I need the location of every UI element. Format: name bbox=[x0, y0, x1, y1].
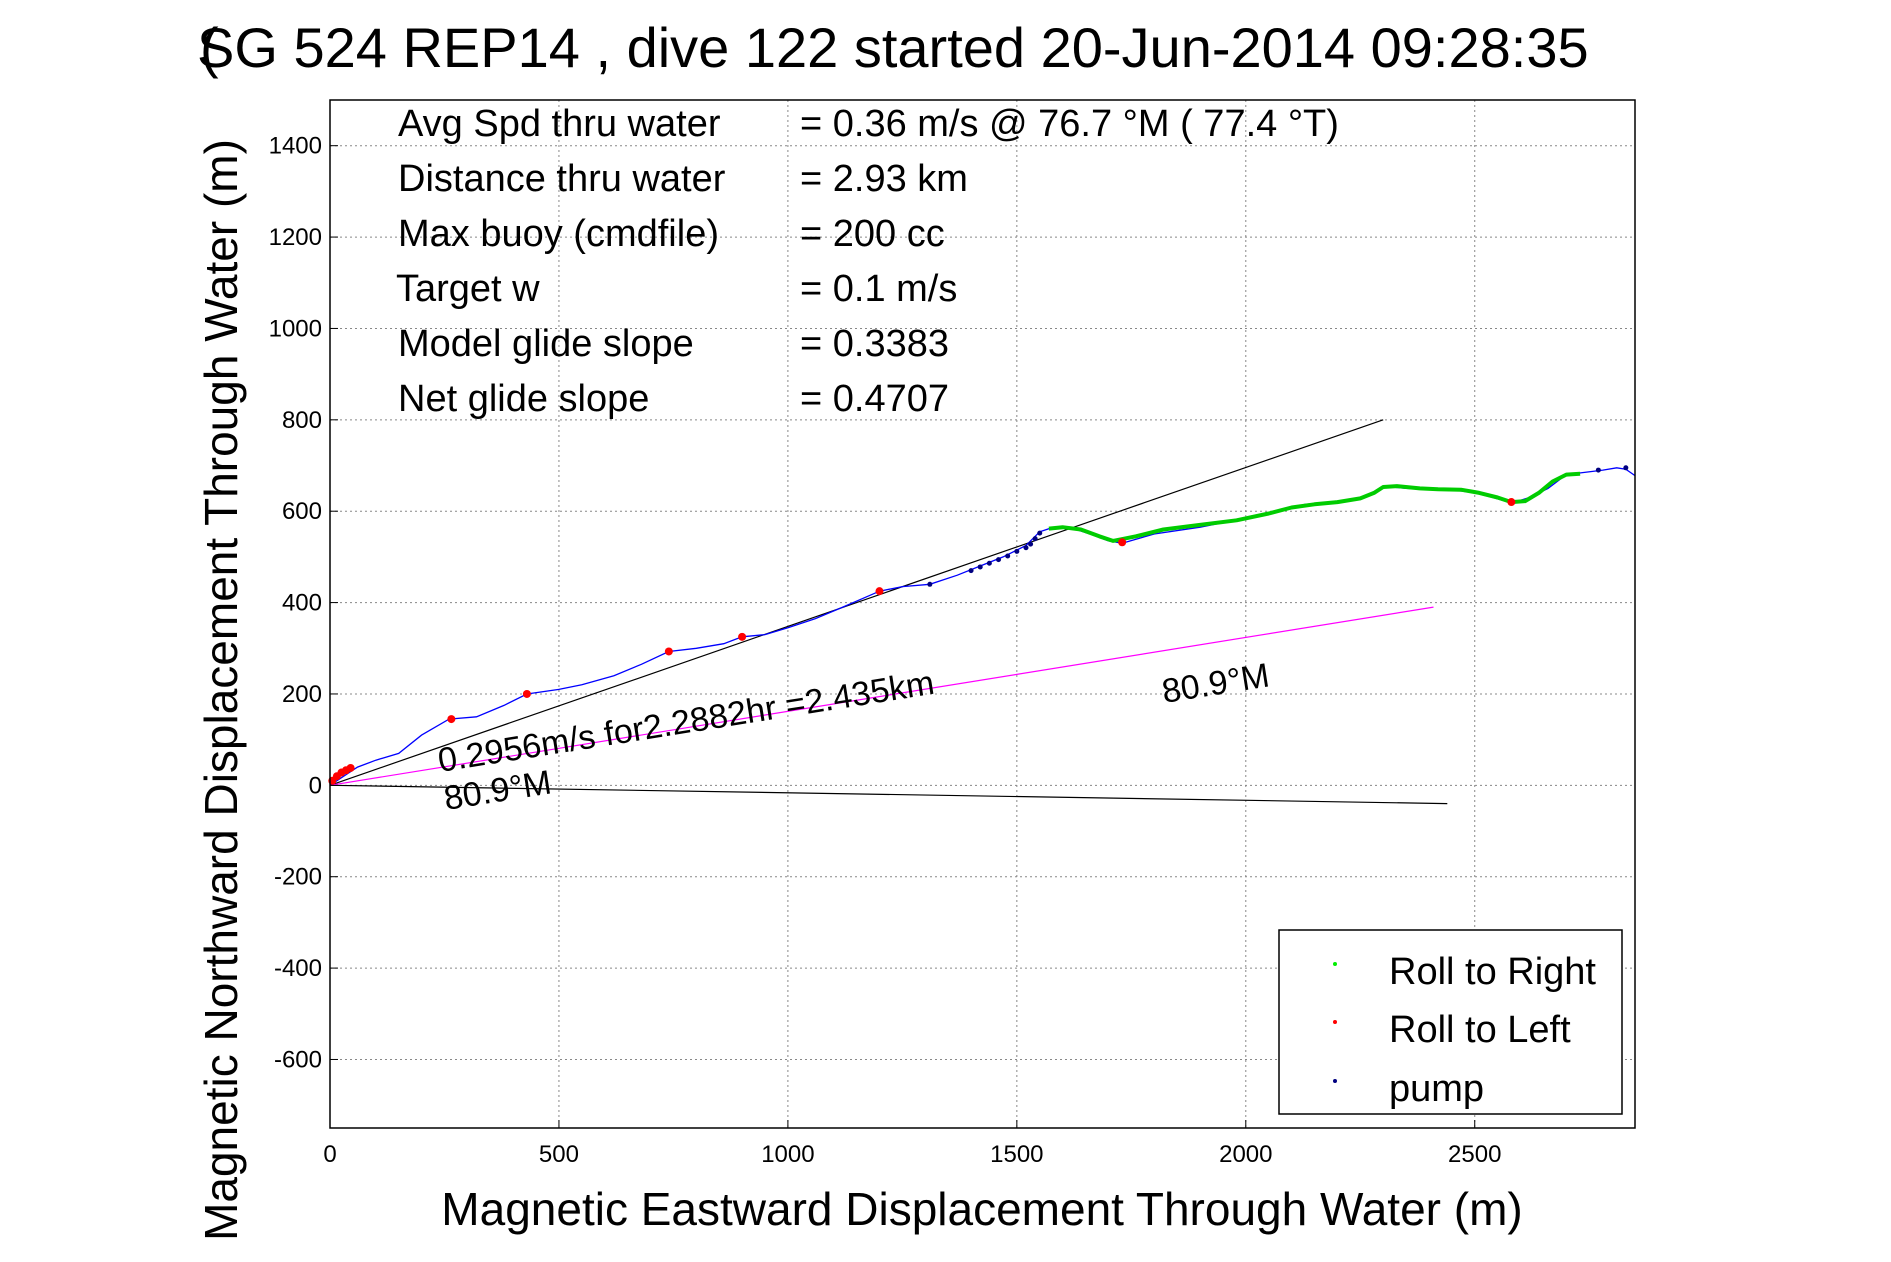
y-tick-label: -400 bbox=[274, 955, 322, 982]
pump-point bbox=[1595, 467, 1601, 473]
stat-value-3: = 0.1 m/s bbox=[800, 268, 957, 310]
legend-label-pump: pump bbox=[1389, 1068, 1484, 1110]
y-tick-label: 1200 bbox=[269, 224, 322, 251]
stat-value-0: = 0.36 m/s @ 76.7 °M ( 77.4 °T) bbox=[800, 103, 1339, 145]
y-tick-label: 800 bbox=[282, 407, 322, 434]
pump-point bbox=[977, 564, 983, 570]
pump-point bbox=[1028, 541, 1034, 547]
y-axis-label: Magnetic Northward Displacement Through … bbox=[195, 139, 247, 1241]
legend-marker-roll-right bbox=[1333, 962, 1337, 966]
axis-ticks: 0 500 1000 1500 2000 2500 -600 -400 -200 0 200 400 6… bbox=[269, 133, 1502, 1168]
y-tick-label: 1400 bbox=[269, 133, 322, 160]
roll-left-point bbox=[1507, 498, 1516, 507]
stat-label-1: Distance thru water bbox=[398, 158, 726, 200]
stat-value-2: = 200 cc bbox=[800, 213, 945, 255]
x-tick-label: 1500 bbox=[990, 1141, 1043, 1168]
current-speed-annotation: 0.2956m/s for2.2882hr =2.435km bbox=[435, 664, 937, 780]
pump-point bbox=[1623, 465, 1629, 471]
y-tick-label: -600 bbox=[274, 1046, 322, 1073]
pump-point bbox=[996, 557, 1002, 563]
x-axis-label: Magnetic Eastward Displacement Through W… bbox=[441, 1183, 1522, 1235]
chart-title-overlay: ( bbox=[200, 16, 219, 79]
legend-label-roll-right: Roll to Right bbox=[1389, 951, 1596, 993]
x-tick-label: 2500 bbox=[1448, 1141, 1501, 1168]
y-tick-label: -200 bbox=[274, 864, 322, 891]
x-tick-label: 2000 bbox=[1219, 1141, 1272, 1168]
y-tick-label: 200 bbox=[282, 681, 322, 708]
pump-point bbox=[1014, 548, 1020, 554]
stat-label-2: Max buoy (cmdfile) bbox=[398, 213, 719, 255]
stat-value-5: = 0.4707 bbox=[800, 378, 949, 420]
roll-left-point bbox=[346, 763, 355, 772]
plot-frame bbox=[329, 99, 1636, 1129]
glide-line bbox=[329, 419, 1384, 786]
chart-title: SG 524 REP14 , dive 122 started 20-Jun-2… bbox=[197, 16, 1589, 79]
roll-right-trace bbox=[1048, 471, 1581, 543]
stat-label-3: Target w bbox=[396, 268, 540, 310]
pump-point bbox=[1032, 536, 1038, 542]
legend: Roll to Right Roll to Left pump bbox=[1278, 929, 1623, 1115]
roll-left-point bbox=[447, 715, 456, 724]
pump-point bbox=[986, 560, 992, 566]
roll-left-point bbox=[875, 587, 884, 596]
roll-left-point bbox=[522, 689, 531, 698]
y-tick-label: 400 bbox=[282, 590, 322, 617]
legend-marker-pump bbox=[1333, 1079, 1337, 1083]
stats-block: Avg Spd thru water = 0.36 m/s @ 76.7 °M … bbox=[396, 103, 1339, 420]
stat-label-5: Net glide slope bbox=[398, 378, 649, 420]
stat-label-0: Avg Spd thru water bbox=[398, 103, 721, 145]
data-markers bbox=[328, 465, 1629, 785]
stat-value-1: = 2.93 km bbox=[800, 158, 968, 200]
roll-left-point bbox=[738, 632, 747, 641]
pump-point bbox=[1037, 530, 1043, 536]
x-tick-label: 1000 bbox=[761, 1141, 814, 1168]
pump-point bbox=[968, 568, 974, 574]
legend-marker-roll-left bbox=[1333, 1020, 1337, 1024]
current-heading-end-annotation: 80.9°M bbox=[1159, 656, 1272, 710]
y-tick-label: 1000 bbox=[269, 315, 322, 342]
x-tick-label: 500 bbox=[539, 1141, 579, 1168]
current-line bbox=[329, 606, 1434, 786]
y-tick-label: 0 bbox=[309, 772, 322, 799]
roll-left-point bbox=[664, 647, 673, 656]
y-tick-label: 600 bbox=[282, 498, 322, 525]
roll-left-point bbox=[1118, 538, 1127, 547]
x-tick-label: 0 bbox=[323, 1141, 336, 1168]
pump-point bbox=[1005, 553, 1011, 559]
pump-point bbox=[927, 581, 933, 587]
guide-lines bbox=[329, 419, 1448, 805]
heading-line bbox=[329, 784, 1448, 805]
stat-label-4: Model glide slope bbox=[398, 323, 694, 365]
stat-value-4: = 0.3383 bbox=[800, 323, 949, 365]
pump-point bbox=[1023, 545, 1029, 551]
legend-label-roll-left: Roll to Left bbox=[1389, 1009, 1571, 1051]
